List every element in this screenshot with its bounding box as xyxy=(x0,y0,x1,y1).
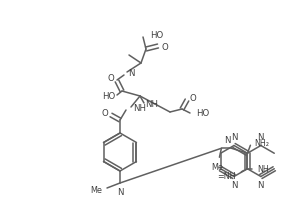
Text: NH: NH xyxy=(145,100,158,109)
Text: N: N xyxy=(231,181,237,190)
Text: NH: NH xyxy=(257,164,269,173)
Text: =NH: =NH xyxy=(217,171,235,180)
Text: N: N xyxy=(117,187,123,196)
Text: HO: HO xyxy=(150,30,163,39)
Text: O: O xyxy=(190,94,197,103)
Text: N: N xyxy=(257,181,264,190)
Text: O: O xyxy=(101,109,108,118)
Text: HO: HO xyxy=(102,92,115,101)
Text: NH: NH xyxy=(133,104,146,113)
Text: Me: Me xyxy=(90,186,102,195)
Text: N: N xyxy=(224,136,231,145)
Text: N: N xyxy=(128,69,135,78)
Text: O: O xyxy=(107,74,114,83)
Text: N: N xyxy=(231,133,237,142)
Text: NH₂: NH₂ xyxy=(254,138,270,147)
Text: HO: HO xyxy=(196,109,209,118)
Text: Me: Me xyxy=(212,162,223,171)
Text: O: O xyxy=(162,42,169,51)
Text: N: N xyxy=(257,133,264,142)
